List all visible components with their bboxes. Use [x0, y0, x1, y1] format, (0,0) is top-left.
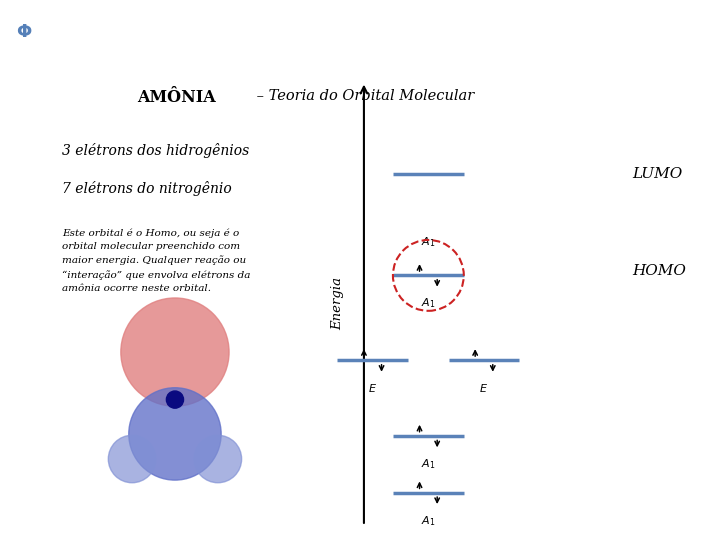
Text: 9: 9	[17, 518, 24, 528]
Text: $A_1$: $A_1$	[421, 235, 436, 249]
Text: 7 elétrons do nitrogênio: 7 elétrons do nitrogênio	[62, 181, 232, 196]
Text: AMÔNIA: AMÔNIA	[137, 89, 215, 106]
Circle shape	[129, 388, 221, 480]
Text: 3 elétrons dos hidrogênios: 3 elétrons dos hidrogênios	[62, 143, 249, 158]
Circle shape	[194, 435, 242, 483]
Circle shape	[108, 435, 156, 483]
Text: Este orbital é o Homo, ou seja é o
orbital molecular preenchido com
maior energi: Este orbital é o Homo, ou seja é o orbit…	[62, 228, 251, 293]
Text: Energia: Energia	[332, 277, 345, 330]
Text: HOMO: HOMO	[632, 264, 685, 278]
Text: LUMO: LUMO	[632, 167, 682, 181]
Circle shape	[166, 391, 184, 408]
Text: $E$: $E$	[480, 382, 488, 394]
Text: Comparação: Comparação	[263, 19, 457, 48]
Text: QFL0341 — Estrutura e Propriedades de Compostos Orgânicos: QFL0341 — Estrutura e Propriedades de Co…	[17, 181, 24, 408]
Circle shape	[121, 298, 229, 406]
Text: $A_1$: $A_1$	[421, 296, 436, 310]
Text: – Teoria do Orbital Molecular: – Teoria do Orbital Molecular	[252, 89, 474, 103]
Text: $A_1$: $A_1$	[421, 457, 436, 471]
Text: $A_1$: $A_1$	[421, 514, 436, 528]
FancyBboxPatch shape	[1, 3, 45, 64]
Text: Φ: Φ	[16, 23, 31, 42]
Text: $E$: $E$	[368, 382, 377, 394]
